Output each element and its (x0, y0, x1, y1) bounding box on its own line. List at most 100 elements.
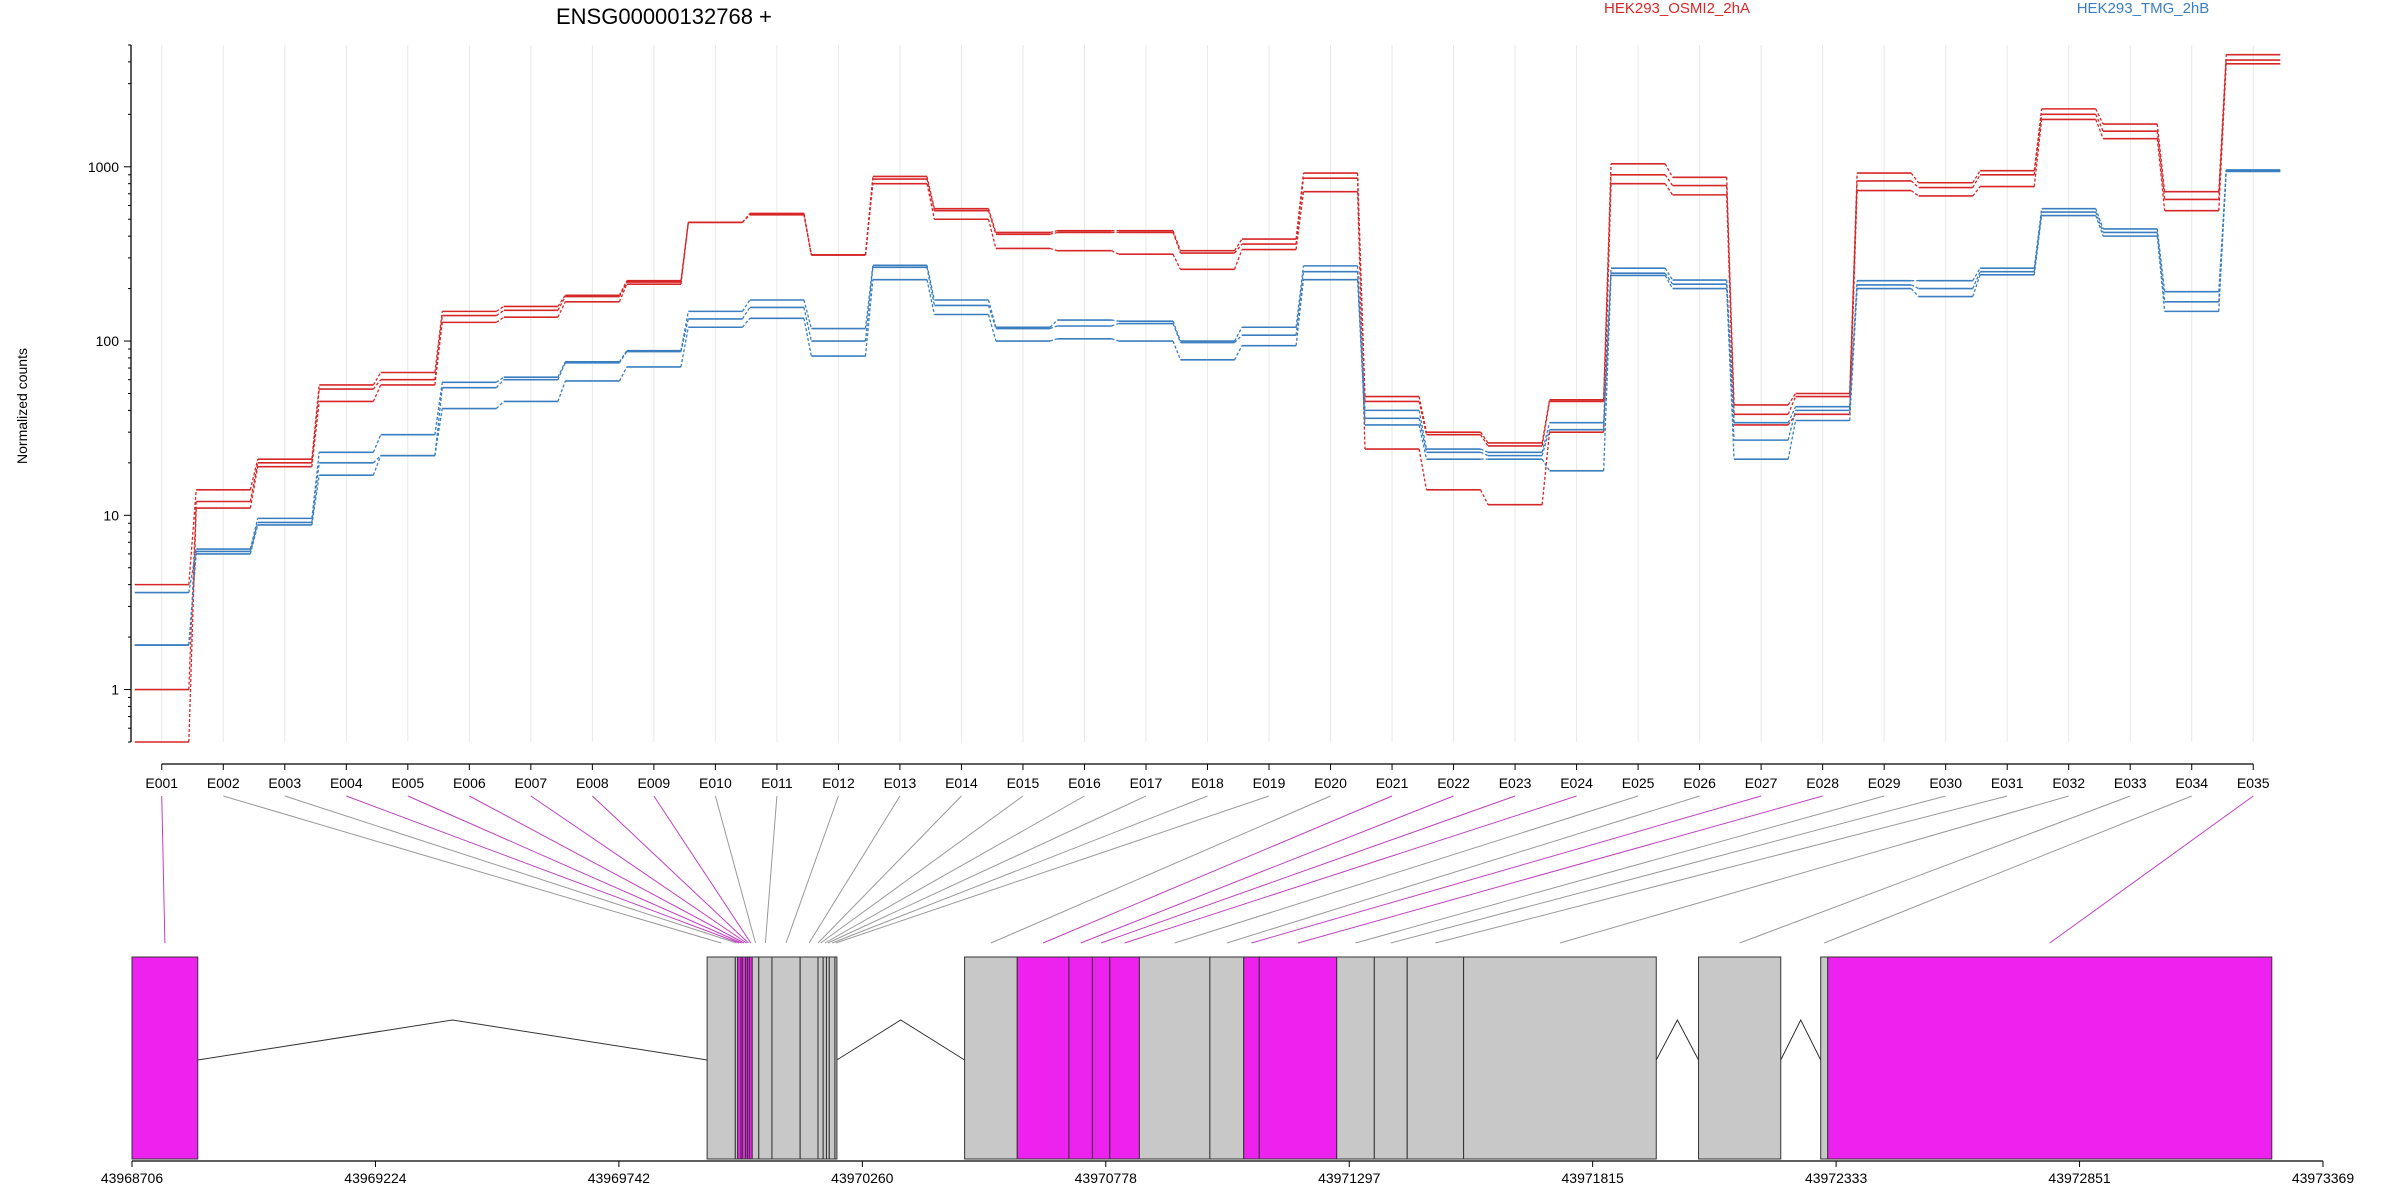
exon-e012 (771, 956, 801, 1160)
x-tick-label-e003: E003 (268, 775, 301, 791)
series-connector (1234, 238, 1243, 252)
genomic-tick-label-43969224: 43969224 (344, 1170, 407, 1186)
series-connector (987, 210, 997, 235)
series-connector (249, 458, 259, 490)
series-connector (1972, 274, 1981, 297)
series-connector (1849, 288, 1858, 421)
exon-e035 (1827, 956, 2273, 1160)
connector-e012 (785, 795, 839, 944)
x-tick-label-e027: E027 (1745, 775, 1778, 791)
series-connector (2095, 119, 2104, 139)
series-connector (557, 301, 566, 318)
connector-e009 (653, 795, 752, 944)
series-connector (496, 376, 505, 383)
connector-e021 (1042, 795, 1393, 944)
series-connector (1603, 174, 1612, 402)
series-connector (1111, 322, 1120, 327)
series-connector (2033, 119, 2043, 187)
x-tick-label-e005: E005 (391, 775, 424, 791)
series-connector (2095, 215, 2104, 237)
x-tick-label-e001: E001 (145, 775, 178, 791)
x-tick-label-e021: E021 (1376, 775, 1409, 791)
connector-e013 (808, 795, 901, 944)
series-connector (188, 501, 197, 690)
connector-e004 (346, 795, 740, 944)
exon-e021 (1016, 956, 1070, 1160)
series-connector (741, 299, 751, 312)
x-tick-label-e025: E025 (1622, 775, 1655, 791)
axes: 1 10 100 1000 (88, 44, 2254, 765)
x-tick-label-e004: E004 (330, 775, 363, 791)
x-tick-label-e031: E031 (1991, 775, 2024, 791)
x-tick-label-e011: E011 (761, 775, 793, 791)
series-connector (926, 183, 936, 220)
series-connector (1418, 410, 1428, 450)
series-connector (2156, 131, 2166, 200)
x-tick-label-e014: E014 (945, 775, 978, 791)
series-connector (495, 379, 505, 389)
series-connector (987, 299, 997, 328)
genomic-tick-label-43971815: 43971815 (1562, 1170, 1625, 1186)
connector-e017 (827, 795, 1147, 944)
series-connector (987, 219, 997, 249)
series-connector (1910, 284, 1919, 290)
connector-e031 (1435, 795, 2008, 944)
series-connector (2218, 63, 2227, 211)
series-connector (2095, 114, 2104, 132)
x-tick-label-e013: E013 (884, 775, 917, 791)
series-connector (1603, 163, 1612, 400)
exon-e023 (1091, 956, 1111, 1160)
legend-entry-0: HEK293_OSMI2_2hA (1604, 0, 1750, 17)
series-connector (926, 265, 936, 301)
series-connector (372, 455, 382, 464)
x-tick-label-e028: E028 (1806, 775, 1839, 791)
x-tick-label-e008: E008 (576, 775, 609, 791)
series-connector (864, 183, 874, 256)
exon-e031 (1406, 956, 1465, 1160)
series-connector (311, 475, 320, 526)
y-tick-label-10: 10 (103, 507, 119, 523)
series-connector (864, 279, 874, 357)
series-connector (926, 267, 936, 306)
series-connector (1541, 458, 1551, 472)
series-connector (1172, 230, 1182, 251)
series-connector (1910, 190, 1919, 197)
series-connector (1356, 191, 1366, 450)
series-connector (1418, 418, 1428, 453)
connector-e026 (1226, 795, 1700, 944)
exon-e022 (1068, 956, 1093, 1160)
x-tick-label-e017: E017 (1130, 775, 1163, 791)
series-connector (1480, 448, 1489, 453)
series-connector (2218, 171, 2227, 312)
connector-e001 (161, 795, 166, 944)
series-connector (987, 305, 997, 329)
series-connector (2156, 123, 2166, 192)
connector-e024 (1124, 795, 1577, 944)
series-connector (1541, 401, 1551, 447)
series-connector (2095, 208, 2104, 230)
series-connector (372, 384, 382, 402)
series-connector (1480, 434, 1489, 447)
series-connector (372, 455, 382, 476)
x-tick-label-e029: E029 (1868, 775, 1901, 791)
series-connector (1664, 272, 1674, 285)
connector-e011 (764, 795, 778, 944)
connector-e008 (592, 795, 749, 944)
series-connector (926, 178, 936, 211)
connector-e033 (1739, 795, 2131, 944)
connector-e030 (1390, 795, 1946, 944)
series-connector (1111, 250, 1120, 255)
series-connector (1295, 271, 1305, 336)
series-connector (618, 281, 628, 297)
series-connector (1972, 170, 1981, 184)
series-connector (1049, 231, 1058, 235)
series-connector (434, 382, 443, 435)
genomic-axis-ticks: 43968706 43969224 43969742 43970260 43970778… (101, 1161, 2354, 1186)
connector-e010 (714, 795, 756, 944)
genomic-tick-label-43972851: 43972851 (2048, 1170, 2111, 1186)
x-tick-label-e016: E016 (1068, 775, 1101, 791)
series-connector (1787, 420, 1797, 460)
connector-e014 (817, 795, 962, 944)
series-connector (1849, 190, 1858, 415)
